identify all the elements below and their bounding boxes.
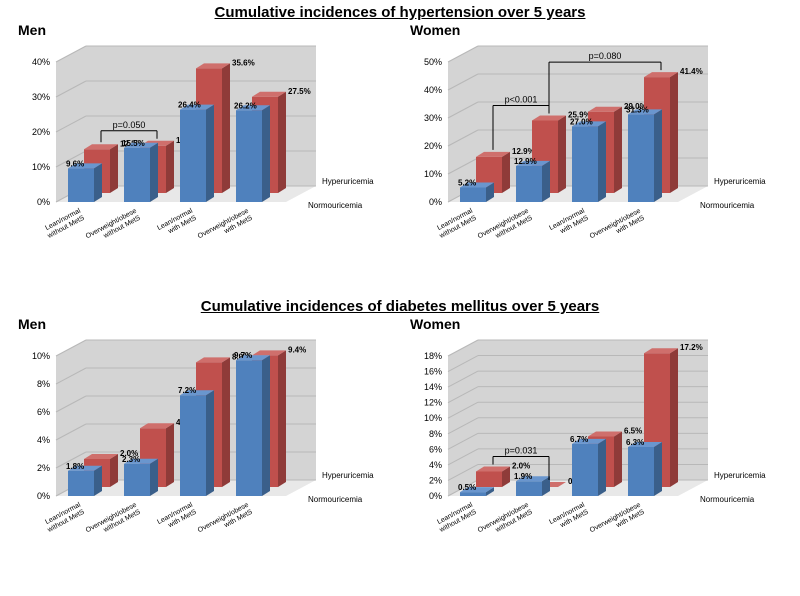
- svg-text:Overweight/obesewithout MetS: Overweight/obesewithout MetS: [477, 207, 534, 247]
- svg-text:Overweight/obesewithout MetS: Overweight/obesewithout MetS: [85, 501, 142, 541]
- chart-dm-women: 0% 2% 4% 6% 8% 10% 12% 14% 16% 18% 2.0% 0.5% Lean/no…: [400, 316, 780, 556]
- svg-text:1.9%: 1.9%: [514, 472, 532, 481]
- svg-text:Normouricemia: Normouricemia: [308, 201, 363, 210]
- svg-text:p=0.031: p=0.031: [505, 445, 538, 455]
- svg-text:4%: 4%: [429, 460, 442, 470]
- svg-text:7.2%: 7.2%: [178, 386, 196, 395]
- svg-text:Overweight/obesewith MetS: Overweight/obesewith MetS: [197, 501, 254, 541]
- svg-text:6%: 6%: [429, 444, 442, 454]
- svg-text:Normouricemia: Normouricemia: [700, 495, 755, 504]
- svg-text:10%: 10%: [424, 169, 442, 179]
- svg-text:12.9%: 12.9%: [514, 157, 537, 166]
- svg-text:40%: 40%: [424, 85, 442, 95]
- svg-text:Hyperuricemia: Hyperuricemia: [714, 177, 766, 186]
- svg-text:10%: 10%: [424, 413, 442, 423]
- svg-text:26.2%: 26.2%: [234, 101, 257, 110]
- svg-text:35.6%: 35.6%: [232, 58, 255, 67]
- svg-text:6%: 6%: [37, 407, 50, 417]
- svg-text:Overweight/obesewithout MetS: Overweight/obesewithout MetS: [85, 207, 142, 247]
- svg-text:30%: 30%: [424, 113, 442, 123]
- svg-text:50%: 50%: [424, 57, 442, 67]
- svg-text:17.2%: 17.2%: [680, 343, 703, 352]
- svg-text:4%: 4%: [37, 435, 50, 445]
- title-hypertension: Cumulative incidences of hypertension ov…: [0, 4, 800, 21]
- chart-dm-men: 0%2%4%6%8%10%2.0%1.8%Lean/normalwithout …: [8, 316, 388, 556]
- svg-text:6.7%: 6.7%: [570, 435, 588, 444]
- svg-text:30%: 30%: [32, 92, 50, 102]
- chart-htn-men: 0%10%20%30%40%12.5%9.6%Lean/normalwithou…: [8, 22, 388, 262]
- svg-text:Hyperuricemia: Hyperuricemia: [714, 471, 766, 480]
- subtitle-women: Women: [410, 316, 460, 332]
- panel-dm-men: Men0%2%4%6%8%10%2.0%1.8%Lean/normalwitho…: [8, 316, 388, 566]
- svg-text:10%: 10%: [32, 351, 50, 361]
- svg-text:8%: 8%: [429, 429, 442, 439]
- subtitle-men: Men: [18, 22, 46, 38]
- svg-text:Lean/normalwithout MetS: Lean/normalwithout MetS: [434, 501, 478, 534]
- svg-text:Lean/normalwithout MetS: Lean/normalwithout MetS: [42, 501, 86, 534]
- svg-text:Lean/normalwithout MetS: Lean/normalwithout MetS: [42, 207, 86, 240]
- svg-text:Normouricemia: Normouricemia: [308, 495, 363, 504]
- panel-htn-women: Women 0% 10% 20% 30% 40% 50% 12.9% 5.2% Lean/norm…: [400, 22, 780, 272]
- svg-text:18%: 18%: [424, 351, 442, 361]
- svg-text:Lean/normalwith MetS: Lean/normalwith MetS: [548, 207, 590, 239]
- svg-text:Lean/normalwith MetS: Lean/normalwith MetS: [156, 501, 198, 533]
- svg-text:8%: 8%: [37, 379, 50, 389]
- title-diabetes: Cumulative incidences of diabetes mellit…: [0, 298, 800, 315]
- svg-text:40%: 40%: [32, 57, 50, 67]
- svg-text:Overweight/obesewith MetS: Overweight/obesewith MetS: [197, 207, 254, 247]
- subtitle-men: Men: [18, 316, 46, 332]
- svg-text:9.6%: 9.6%: [66, 159, 84, 168]
- svg-text:31.3%: 31.3%: [626, 105, 649, 114]
- svg-text:Overweight/obesewithout MetS: Overweight/obesewithout MetS: [477, 501, 534, 541]
- svg-text:p=0.050: p=0.050: [113, 120, 146, 130]
- svg-text:2.0%: 2.0%: [512, 461, 530, 470]
- svg-text:20%: 20%: [32, 127, 50, 137]
- svg-text:16%: 16%: [424, 367, 442, 377]
- svg-text:41.4%: 41.4%: [680, 67, 703, 76]
- svg-text:p=0.080: p=0.080: [589, 51, 622, 61]
- svg-text:14%: 14%: [424, 382, 442, 392]
- svg-text:9.4%: 9.4%: [288, 345, 306, 354]
- svg-text:0%: 0%: [37, 491, 50, 501]
- subtitle-women: Women: [410, 22, 460, 38]
- chart-htn-women: 0% 10% 20% 30% 40% 50% 12.9% 5.2% Lean/normalwit…: [400, 22, 780, 262]
- svg-text:5.2%: 5.2%: [458, 178, 476, 187]
- svg-text:Lean/normalwithout MetS: Lean/normalwithout MetS: [434, 207, 478, 240]
- svg-text:Lean/normalwith MetS: Lean/normalwith MetS: [548, 501, 590, 533]
- panel-dm-women: Women 0% 2% 4% 6% 8% 10% 12% 14% 16% 18% 2.0% 0.5% Le…: [400, 316, 780, 566]
- svg-text:Normouricemia: Normouricemia: [700, 201, 755, 210]
- svg-text:12%: 12%: [424, 398, 442, 408]
- svg-text:2%: 2%: [429, 475, 442, 485]
- svg-text:27.5%: 27.5%: [288, 87, 311, 96]
- svg-text:9.7%: 9.7%: [234, 351, 252, 360]
- svg-text:0%: 0%: [429, 197, 442, 207]
- svg-text:0%: 0%: [37, 197, 50, 207]
- panel-htn-men: Men0%10%20%30%40%12.5%9.6%Lean/normalwit…: [8, 22, 388, 272]
- svg-text:27.0%: 27.0%: [570, 117, 593, 126]
- svg-text:Overweight/obesewith MetS: Overweight/obesewith MetS: [589, 207, 646, 247]
- svg-text:0%: 0%: [429, 491, 442, 501]
- svg-text:26.4%: 26.4%: [178, 101, 201, 110]
- svg-text:2%: 2%: [37, 463, 50, 473]
- svg-text:12.9%: 12.9%: [512, 147, 535, 156]
- svg-text:15.5%: 15.5%: [122, 139, 145, 148]
- svg-text:1.8%: 1.8%: [66, 462, 84, 471]
- svg-text:Lean/normalwith MetS: Lean/normalwith MetS: [156, 207, 198, 239]
- svg-text:6.5%: 6.5%: [624, 426, 642, 435]
- svg-text:2.3%: 2.3%: [122, 455, 140, 464]
- svg-text:6.3%: 6.3%: [626, 438, 644, 447]
- svg-text:Hyperuricemia: Hyperuricemia: [322, 177, 374, 186]
- svg-text:20%: 20%: [424, 141, 442, 151]
- svg-text:p<0.001: p<0.001: [505, 94, 538, 104]
- svg-text:0.5%: 0.5%: [458, 483, 476, 492]
- svg-text:10%: 10%: [32, 162, 50, 172]
- svg-text:Overweight/obesewith MetS: Overweight/obesewith MetS: [589, 501, 646, 541]
- svg-text:Hyperuricemia: Hyperuricemia: [322, 471, 374, 480]
